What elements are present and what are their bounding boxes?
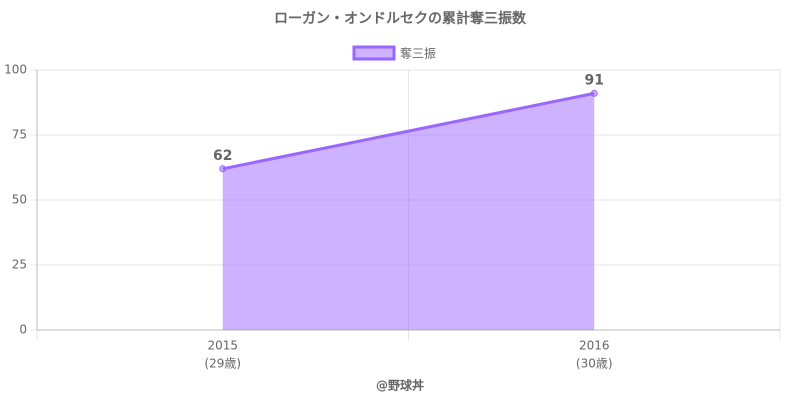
y-tick-label: 0 [19,323,27,337]
y-tick-label: 75 [12,128,27,142]
y-tick-label: 25 [12,258,27,272]
y-tick-label: 100 [4,63,27,77]
x-sublabel: (30歳) [576,357,613,371]
point [590,89,598,97]
legend-swatch [352,45,396,61]
x-tick-label: 2015 [207,339,238,353]
y-tick-label: 50 [12,193,27,207]
legend-label: 奪三振 [400,46,436,61]
credit: @野球丼 [376,378,424,393]
data-label: 62 [213,148,232,164]
area [222,93,595,331]
data-label: 91 [585,72,604,88]
x-tick-label: 2016 [579,339,610,353]
x-sublabel: (29歳) [204,357,241,371]
chart-title: ローガン・オンドルセクの累計奪三振数 [274,10,527,27]
line [222,91,595,171]
point [219,165,227,173]
